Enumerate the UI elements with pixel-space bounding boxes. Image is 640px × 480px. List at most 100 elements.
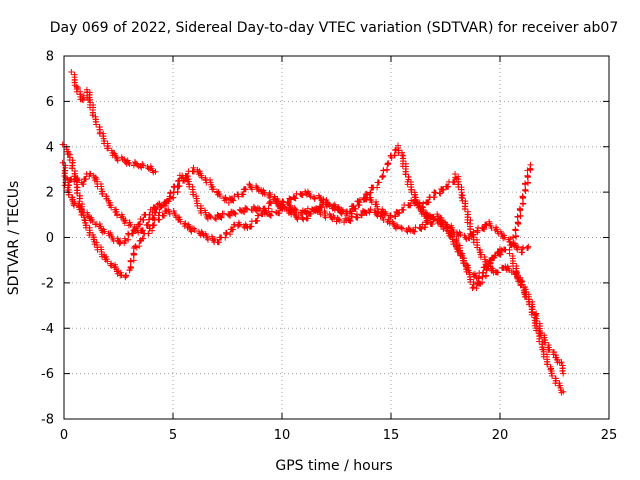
data-point: [391, 152, 398, 159]
data-point: [93, 121, 100, 128]
x-tick-label: 25: [601, 428, 618, 443]
data-point: [188, 228, 195, 235]
data-point: [338, 210, 345, 217]
data-point: [65, 150, 72, 157]
data-point: [495, 269, 502, 276]
data-point: [516, 205, 523, 212]
data-point: [304, 205, 311, 212]
data-point: [101, 138, 108, 145]
data-point: [527, 161, 534, 168]
data-point: [125, 236, 132, 243]
data-point: [487, 259, 494, 266]
data-point: [307, 193, 314, 200]
data-point: [211, 236, 218, 243]
data-point: [268, 208, 275, 215]
data-point: [354, 214, 361, 221]
data-point: [380, 172, 387, 179]
data-point: [398, 224, 404, 231]
data-point: [78, 96, 85, 103]
y-tick-label: -8: [41, 413, 54, 428]
data-point: [304, 215, 311, 222]
chart-title: Day 069 of 2022, Sidereal Day-to-day VTE…: [50, 20, 619, 36]
data-point: [375, 179, 382, 186]
data-point: [392, 213, 399, 220]
series-track-g: [408, 186, 503, 292]
data-point: [418, 225, 425, 232]
data-point: [396, 210, 403, 217]
data-point: [151, 222, 158, 229]
data-point: [117, 239, 124, 246]
data-point: [514, 246, 521, 253]
data-point: [336, 217, 343, 224]
data-point: [242, 186, 249, 193]
series-track-d: [61, 164, 460, 236]
data-point: [335, 216, 342, 223]
data-point: [320, 195, 327, 202]
y-axis-label: SDTVAR / TECUs: [6, 181, 22, 296]
data-point: [464, 219, 471, 226]
data-point: [363, 190, 370, 197]
data-point: [80, 97, 87, 104]
data-point: [473, 285, 480, 292]
data-point: [153, 206, 160, 213]
data-point: [506, 250, 513, 257]
data-point: [140, 162, 147, 169]
data-point: [249, 186, 256, 193]
data-point: [420, 200, 427, 207]
data-point: [358, 212, 365, 219]
data-point: [186, 181, 193, 188]
data-point: [212, 215, 219, 222]
data-point: [554, 356, 561, 363]
data-point: [467, 217, 474, 224]
data-point: [312, 207, 319, 214]
data-point: [80, 181, 87, 188]
data-point: [405, 174, 412, 181]
data-point: [525, 243, 532, 250]
data-point: [236, 221, 243, 228]
data-point: [284, 199, 291, 206]
data-point: [394, 223, 401, 230]
data-point: [230, 197, 237, 204]
data-point: [123, 272, 130, 279]
data-point: [425, 199, 432, 206]
data-point: [146, 216, 153, 223]
data-point: [261, 191, 268, 198]
data-point: [457, 231, 464, 238]
data-point: [83, 222, 90, 229]
data-point: [110, 238, 117, 245]
data-point: [161, 212, 168, 219]
data-point: [152, 168, 159, 175]
data-point: [165, 198, 172, 205]
data-point: [445, 183, 452, 190]
x-tick-label: 20: [492, 428, 509, 443]
data-point: [551, 348, 558, 355]
data-point: [217, 214, 224, 221]
data-point: [383, 210, 390, 217]
data-point: [318, 204, 325, 211]
data-point: [210, 186, 217, 193]
data-point: [517, 212, 524, 219]
data-point: [222, 234, 229, 241]
x-tick-label: 0: [60, 428, 68, 443]
data-point: [127, 221, 134, 228]
data-point: [437, 190, 444, 197]
data-point: [285, 199, 292, 206]
data-point: [408, 186, 415, 193]
data-point: [83, 86, 90, 93]
data-point: [490, 254, 497, 261]
data-point: [231, 210, 238, 217]
data-point: [399, 152, 406, 159]
data-point: [151, 214, 158, 221]
data-point: [130, 250, 137, 257]
data-point: [59, 141, 66, 148]
data-point: [89, 112, 96, 119]
data-point: [483, 222, 490, 229]
data-point: [374, 184, 381, 191]
y-tick-label: 0: [46, 231, 54, 246]
data-point: [266, 194, 273, 201]
data-point: [303, 209, 310, 216]
data-point: [213, 216, 220, 223]
data-point: [108, 204, 115, 211]
data-point: [407, 202, 414, 209]
